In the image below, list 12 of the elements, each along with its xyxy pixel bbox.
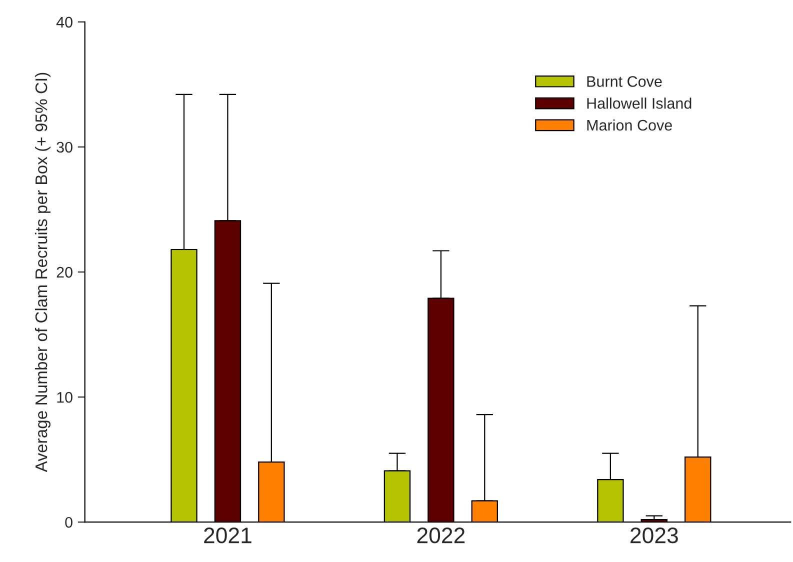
x-tick-label: 2021: [204, 528, 252, 544]
y-axis-title: Average Number of Clam Recruits per Box (+ 95% CI): [34, 72, 50, 472]
y-tick-label: 30: [56, 142, 72, 153]
legend-label: Marion Cove: [587, 119, 672, 131]
x-tick-label: 2022: [417, 528, 465, 544]
y-tick-label: 10: [57, 392, 72, 403]
y-tick-label: 40: [56, 16, 72, 28]
y-tick-label: 0: [65, 516, 72, 528]
legend-label: Hallowell Island: [587, 98, 692, 109]
y-tick-label: 20: [56, 266, 72, 278]
x-tick-label: 2023: [630, 528, 678, 544]
legend-label: Burnt Cove: [587, 76, 662, 87]
